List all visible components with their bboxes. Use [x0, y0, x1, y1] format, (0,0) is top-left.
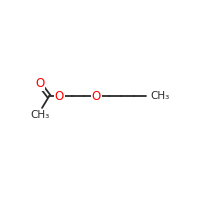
- Text: O: O: [35, 77, 44, 90]
- Text: CH₃: CH₃: [151, 91, 170, 101]
- Text: O: O: [92, 90, 101, 103]
- Text: O: O: [54, 90, 64, 103]
- Text: CH₃: CH₃: [31, 110, 50, 120]
